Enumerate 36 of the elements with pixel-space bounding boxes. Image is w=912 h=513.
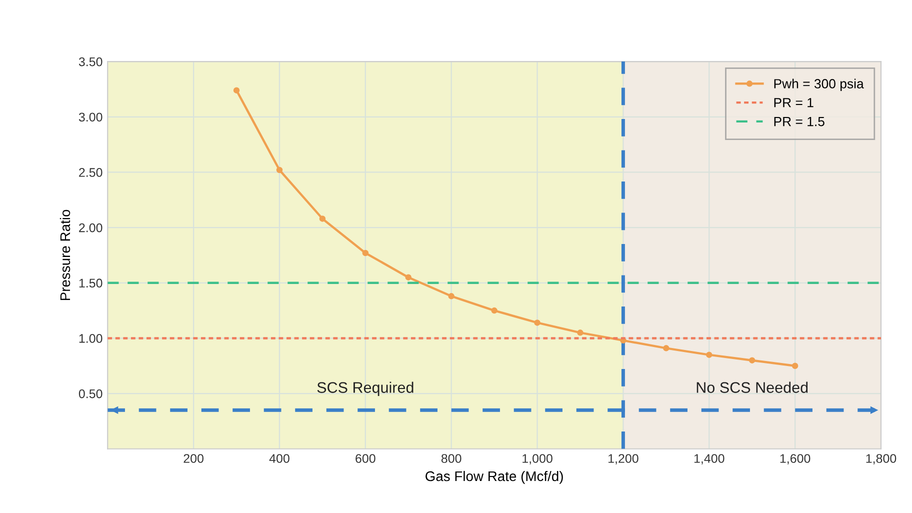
point (534, 320, 540, 326)
legend-label: PR = 1 (774, 98, 814, 108)
annotation: SCS Required (317, 382, 414, 396)
x-tick-label: 600 (356, 454, 376, 463)
y-tick-label: 2.00 (79, 223, 102, 232)
y-tick-label: 1.00 (79, 334, 102, 343)
point (663, 345, 670, 352)
y-tick-label: 3.50 (78, 57, 102, 66)
y-tick-label: 3.00 (78, 112, 102, 122)
point (233, 87, 240, 94)
legend-label: PR = 1.5 (774, 116, 824, 126)
point (405, 274, 412, 280)
x-tick-label: 1,200 (608, 454, 638, 464)
y-tick-label: 1.50 (79, 278, 102, 288)
point (792, 362, 798, 370)
annotation: No SCS Needed (696, 382, 808, 393)
point (748, 357, 756, 364)
point (491, 307, 498, 314)
y-axis-title: Pressure Ratio (60, 210, 70, 300)
point (276, 166, 283, 174)
point (577, 330, 584, 336)
x-tick-label: 1,600 (780, 454, 810, 464)
x-tick-label: 1,800 (866, 454, 896, 464)
y-tick-label: 2.50 (79, 168, 102, 177)
point (706, 352, 712, 358)
point (362, 250, 369, 256)
point (448, 293, 454, 300)
point (319, 216, 326, 222)
legend-label: Pwh = 300 psia (774, 78, 864, 92)
x-tick-label: 1,000 (522, 454, 552, 464)
x-tick-label: 1,400 (694, 454, 724, 464)
x-tick-label: 400 (269, 454, 290, 463)
x-axis-title: Gas Flow Rate (Mcf/d) (426, 470, 563, 484)
x-tick-label: 200 (184, 454, 204, 463)
y-tick-label: 0.50 (78, 389, 102, 398)
x-tick-label: 800 (441, 454, 462, 463)
